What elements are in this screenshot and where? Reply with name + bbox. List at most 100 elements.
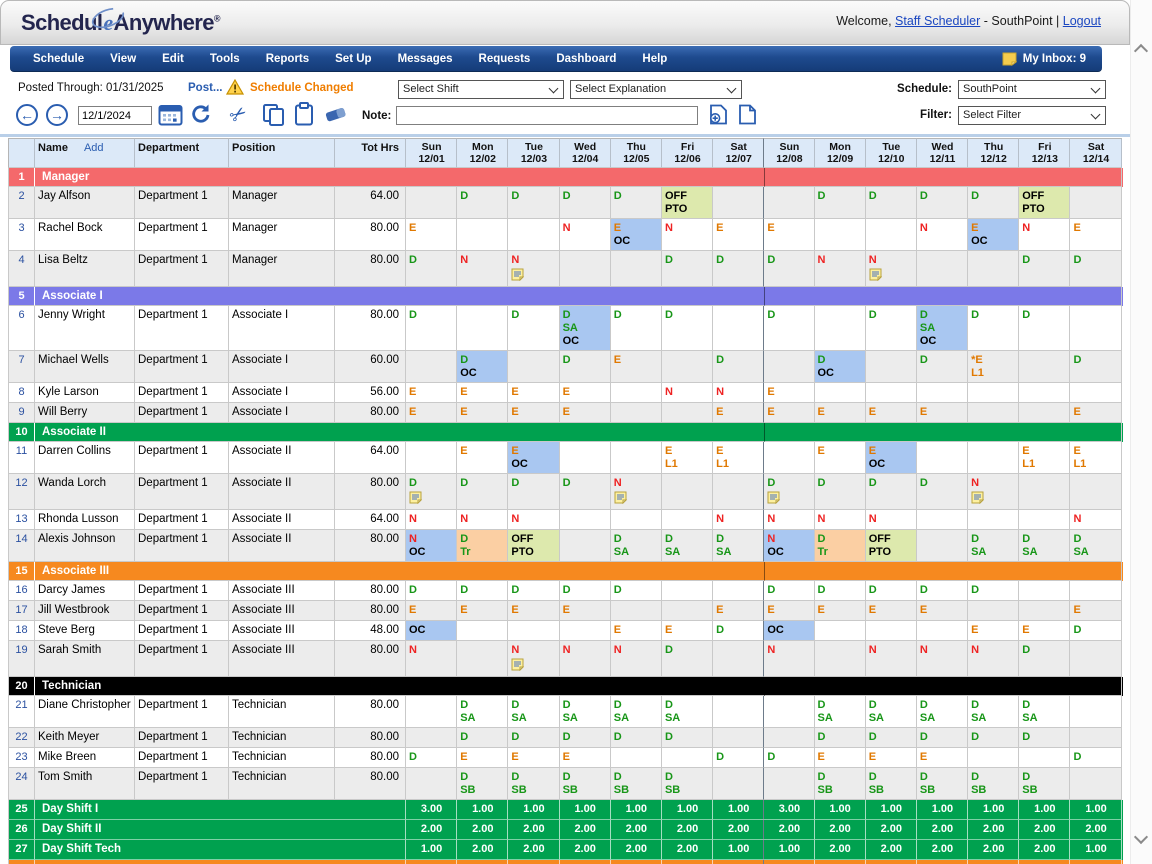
schedule-cell[interactable]: D: [865, 474, 917, 510]
schedule-cell[interactable]: N: [713, 383, 765, 403]
logout-link[interactable]: Logout: [1062, 14, 1101, 28]
schedule-cell[interactable]: [610, 601, 662, 621]
schedule-cell[interactable]: [1019, 748, 1071, 768]
paste-icon[interactable]: [294, 102, 314, 126]
row-number[interactable]: 20: [8, 677, 35, 696]
schedule-cell[interactable]: D: [406, 251, 458, 287]
schedule-cell[interactable]: E: [457, 442, 509, 474]
schedule-cell[interactable]: D SB: [865, 768, 917, 800]
row-number[interactable]: 9: [8, 403, 35, 423]
schedule-cell[interactable]: D: [968, 581, 1020, 601]
row-number[interactable]: 6: [8, 306, 35, 351]
user-profile-link[interactable]: Staff Scheduler: [895, 14, 981, 28]
schedule-cell[interactable]: [968, 601, 1020, 621]
schedule-cell[interactable]: E: [713, 403, 765, 423]
filter-dropdown[interactable]: Select Filter: [958, 106, 1106, 125]
schedule-cell[interactable]: [713, 641, 765, 677]
schedule-cell[interactable]: D: [713, 621, 765, 641]
schedule-cell[interactable]: [1019, 403, 1071, 423]
schedule-cell[interactable]: OC: [763, 621, 815, 641]
row-number[interactable]: 14: [8, 530, 35, 562]
schedule-cell[interactable]: D: [713, 748, 765, 768]
schedule-cell[interactable]: N: [661, 219, 714, 251]
schedule-cell[interactable]: E: [814, 442, 866, 474]
schedule-cell[interactable]: [508, 351, 560, 383]
schedule-cell[interactable]: D: [457, 728, 509, 748]
schedule-cell[interactable]: D SB: [610, 768, 662, 800]
schedule-cell[interactable]: D: [457, 581, 509, 601]
schedule-cell[interactable]: D: [865, 187, 917, 219]
my-inbox-button[interactable]: My Inbox: 9: [1002, 52, 1092, 66]
schedule-cell[interactable]: D: [1070, 621, 1122, 641]
schedule-cell[interactable]: [1070, 581, 1122, 601]
row-number[interactable]: 13: [8, 510, 35, 530]
schedule-cell[interactable]: N: [968, 474, 1020, 510]
schedule-cell[interactable]: [661, 403, 714, 423]
schedule-cell[interactable]: N: [814, 251, 866, 287]
schedule-cell[interactable]: D: [916, 581, 969, 601]
schedule-cell[interactable]: [1019, 510, 1071, 530]
schedule-cell[interactable]: D: [865, 306, 917, 351]
schedule-cell[interactable]: E: [457, 403, 509, 423]
schedule-cell[interactable]: E: [508, 383, 560, 403]
schedule-cell[interactable]: D: [610, 581, 662, 601]
schedule-cell[interactable]: E L1: [1019, 442, 1071, 474]
row-number[interactable]: 1: [8, 168, 35, 187]
schedule-cell[interactable]: N OC: [406, 530, 458, 562]
schedule-cell[interactable]: [968, 403, 1020, 423]
schedule-cell[interactable]: D SA: [661, 530, 714, 562]
schedule-cell[interactable]: [661, 601, 714, 621]
schedule-cell[interactable]: E: [457, 383, 509, 403]
schedule-cell[interactable]: N: [406, 510, 458, 530]
schedule-cell[interactable]: E L1: [713, 442, 765, 474]
refresh-icon[interactable]: [190, 103, 212, 126]
schedule-cell[interactable]: E OC: [508, 442, 560, 474]
schedule-cell[interactable]: [406, 768, 458, 800]
schedule-cell[interactable]: E: [916, 748, 969, 768]
menu-requests[interactable]: Requests: [478, 52, 531, 65]
schedule-cell[interactable]: D SA: [559, 696, 611, 728]
schedule-cell[interactable]: [661, 351, 714, 383]
schedule-cell[interactable]: E: [559, 383, 611, 403]
schedule-cell[interactable]: [406, 442, 458, 474]
schedule-cell[interactable]: [1070, 187, 1122, 219]
schedule-cell[interactable]: D: [814, 728, 866, 748]
schedule-cell[interactable]: D OC: [457, 351, 509, 383]
schedule-cell[interactable]: [763, 351, 815, 383]
schedule-cell[interactable]: D: [661, 306, 714, 351]
schedule-cell[interactable]: D SB: [457, 768, 509, 800]
schedule-cell[interactable]: N: [508, 510, 560, 530]
schedule-cell[interactable]: D SA: [814, 696, 866, 728]
schedule-cell[interactable]: [1070, 728, 1122, 748]
schedule-cell[interactable]: N: [559, 219, 611, 251]
schedule-cell[interactable]: D: [814, 581, 866, 601]
schedule-cell[interactable]: D: [406, 748, 458, 768]
schedule-cell[interactable]: D OC: [814, 351, 866, 383]
schedule-cell[interactable]: N: [814, 510, 866, 530]
schedule-cell[interactable]: OFF PTO: [1019, 187, 1071, 219]
schedule-cell[interactable]: D: [406, 306, 458, 351]
schedule-cell[interactable]: D: [406, 581, 458, 601]
schedule-cell[interactable]: [763, 442, 815, 474]
schedule-cell[interactable]: D SA: [661, 696, 714, 728]
schedule-cell[interactable]: [661, 510, 714, 530]
schedule-cell[interactable]: D: [508, 728, 560, 748]
schedule-cell[interactable]: [916, 621, 969, 641]
schedule-cell[interactable]: E: [508, 748, 560, 768]
next-period-button[interactable]: →: [46, 104, 68, 126]
schedule-cell[interactable]: D: [406, 474, 458, 510]
schedule-cell[interactable]: [661, 581, 714, 601]
schedule-cell[interactable]: E: [763, 403, 815, 423]
select-shift-dropdown[interactable]: Select Shift: [398, 80, 564, 99]
note-input[interactable]: [396, 106, 698, 125]
schedule-cell[interactable]: [713, 581, 765, 601]
schedule-cell[interactable]: N: [559, 641, 611, 677]
cut-icon[interactable]: ✂: [225, 101, 252, 129]
schedule-cell[interactable]: D: [763, 748, 815, 768]
row-number[interactable]: 19: [8, 641, 35, 677]
schedule-cell[interactable]: D SA: [968, 530, 1020, 562]
schedule-cell[interactable]: [1019, 601, 1071, 621]
row-number[interactable]: 10: [8, 423, 35, 442]
schedule-cell[interactable]: [814, 306, 866, 351]
schedule-cell[interactable]: [1019, 351, 1071, 383]
